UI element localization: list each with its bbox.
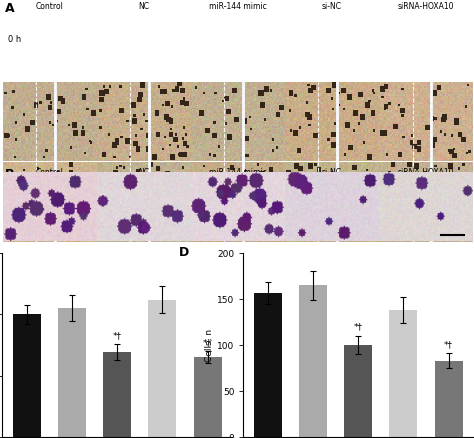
Text: *†: *† <box>354 322 363 331</box>
Text: A: A <box>5 3 14 15</box>
Text: Control: Control <box>36 3 64 11</box>
Text: Control: Control <box>36 168 64 177</box>
Text: si-NC: si-NC <box>322 3 342 11</box>
Bar <box>299 285 327 437</box>
Bar <box>435 361 463 437</box>
Text: miR-144 mimic: miR-144 mimic <box>209 168 266 177</box>
Bar <box>344 345 372 437</box>
Text: B: B <box>5 168 14 181</box>
Text: NC: NC <box>138 3 149 11</box>
Text: si-NC: si-NC <box>322 168 342 177</box>
Text: *†: *† <box>203 338 212 347</box>
Text: D: D <box>179 246 190 259</box>
Y-axis label: Cells, n: Cells, n <box>205 328 214 362</box>
Text: *†: *† <box>113 331 122 340</box>
Bar <box>390 310 418 437</box>
Bar <box>254 293 282 437</box>
Bar <box>148 300 176 437</box>
Text: NC: NC <box>138 168 149 177</box>
Text: miR-144 mimic: miR-144 mimic <box>209 3 266 11</box>
Text: *†: *† <box>444 340 453 349</box>
Bar <box>58 308 86 437</box>
Bar <box>193 357 221 437</box>
Text: siRNA-HOXA10: siRNA-HOXA10 <box>398 168 454 177</box>
Bar <box>13 314 41 437</box>
Bar <box>103 352 131 437</box>
Text: 0 h: 0 h <box>8 35 21 44</box>
Text: siRNA-HOXA10: siRNA-HOXA10 <box>398 3 454 11</box>
Text: 24 h: 24 h <box>8 116 27 124</box>
